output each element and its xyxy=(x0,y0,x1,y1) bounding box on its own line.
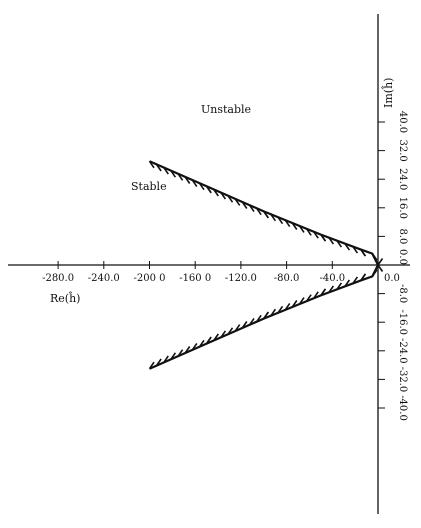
hatch-mark xyxy=(277,305,284,314)
hatch-mark xyxy=(352,276,359,284)
y-tick-label: 24.0 xyxy=(397,168,408,190)
hatch-mark xyxy=(198,182,205,191)
hatch-mark xyxy=(248,204,255,213)
hatch-mark xyxy=(227,195,234,203)
unstable-region-label: Unstable xyxy=(201,103,251,116)
x-tick-label: 0.0 xyxy=(384,273,400,284)
hatch-mark xyxy=(371,253,378,261)
hatch-mark xyxy=(163,167,169,175)
hatch-mark xyxy=(336,282,343,290)
hatch-mark xyxy=(241,321,248,329)
hatch-mark xyxy=(377,258,384,266)
hatch-mark xyxy=(352,246,359,254)
hatch-mark xyxy=(184,346,191,354)
y-tick-label: 32.0 xyxy=(397,139,408,161)
hatch-mark xyxy=(277,216,284,225)
hatch-mark xyxy=(377,264,384,272)
hatch-mark xyxy=(234,324,241,332)
hatch-mark xyxy=(263,311,269,320)
hatch-mark xyxy=(227,327,234,335)
imaginary-axis-label: Im(ĥ) xyxy=(381,78,395,108)
hatch-mark xyxy=(177,173,184,181)
hatch-mark xyxy=(270,308,277,317)
hatch-mark xyxy=(305,228,312,236)
x-tick-label: -200 0 xyxy=(133,273,165,284)
y-tick-label: 40.0 xyxy=(397,111,408,133)
hatch-mark xyxy=(205,185,212,194)
hatch-mark xyxy=(148,160,155,169)
stable-region-label: Stable xyxy=(131,180,167,193)
hatch-mark xyxy=(184,176,191,184)
hatch-mark xyxy=(191,342,198,351)
hatch-mark xyxy=(198,339,205,348)
hatch-mark xyxy=(328,237,335,245)
real-axis-label: Re(ĥ) xyxy=(50,291,80,305)
x-tick-label: -280.0 xyxy=(42,273,74,284)
x-tick-label: -240.0 xyxy=(88,273,120,284)
y-tick-label: -16.0 xyxy=(397,309,408,335)
hatch-mark xyxy=(213,333,219,341)
y-tick-label: 0.0 xyxy=(397,249,408,265)
hatch-mark xyxy=(313,291,319,299)
hatch-mark xyxy=(298,297,305,305)
hatch-mark xyxy=(155,358,162,366)
hatch-mark xyxy=(313,231,319,239)
hatch-mark xyxy=(291,300,298,308)
boundary-curve xyxy=(149,160,379,266)
hatch-mark xyxy=(163,355,169,363)
hatch-mark xyxy=(263,210,269,219)
hatch-mark xyxy=(148,361,155,370)
hatch-mark xyxy=(298,225,305,233)
imaginary-axis-ticks: 0.0 8.0 16.0 24.0 32.0 40.0 -8.0 -16.0 -24.0 -32.… xyxy=(378,111,408,421)
hatch-mark xyxy=(344,279,351,287)
y-tick-label: 8.0 xyxy=(397,228,408,244)
hatch-mark xyxy=(284,219,291,228)
hatch-mark xyxy=(220,192,227,200)
hatch-mark xyxy=(360,249,367,257)
hatch-mark xyxy=(255,207,262,216)
hatch-mark xyxy=(248,317,255,326)
x-tick-label: -80.0 xyxy=(274,273,300,284)
x-tick-label: -160 0 xyxy=(179,273,211,284)
hatch-mark xyxy=(220,330,227,338)
hatch-mark xyxy=(284,302,291,311)
hatch-mark xyxy=(328,285,335,293)
real-axis-ticks: -280.0 -240.0 -200 0 -160 0 -120.0 -80.0 -40.0… xyxy=(42,261,400,284)
hatch-mark xyxy=(291,222,298,230)
hatch-mark xyxy=(336,240,343,248)
hatch-mark xyxy=(255,314,262,323)
y-tick-label: -32.0 xyxy=(397,367,408,393)
hatch-mark xyxy=(360,273,367,281)
hatch-mark xyxy=(371,269,378,277)
y-tick-label: 16.0 xyxy=(397,197,408,219)
hatch-mark xyxy=(191,179,198,188)
y-tick-label: -24.0 xyxy=(397,338,408,364)
hatch-mark xyxy=(305,294,312,302)
x-tick-label: -120.0 xyxy=(225,273,257,284)
lower-stability-boundary xyxy=(148,258,384,370)
y-tick-label: -40.0 xyxy=(397,395,408,421)
hatch-mark xyxy=(241,201,248,209)
hatch-mark xyxy=(234,198,241,206)
x-tick-label: -40.0 xyxy=(319,273,345,284)
hatch-mark xyxy=(170,170,177,178)
hatch-mark xyxy=(320,234,327,242)
upper-stability-boundary xyxy=(148,160,384,272)
hatch-mark xyxy=(170,352,177,360)
hatch-mark xyxy=(177,349,184,357)
hatch-mark xyxy=(205,336,212,345)
hatch-mark xyxy=(344,243,351,251)
y-tick-label: -8.0 xyxy=(397,284,408,303)
hatch-mark xyxy=(213,189,219,197)
hatch-mark xyxy=(155,164,162,172)
hatch-mark xyxy=(270,213,277,222)
hatch-mark xyxy=(320,288,327,296)
